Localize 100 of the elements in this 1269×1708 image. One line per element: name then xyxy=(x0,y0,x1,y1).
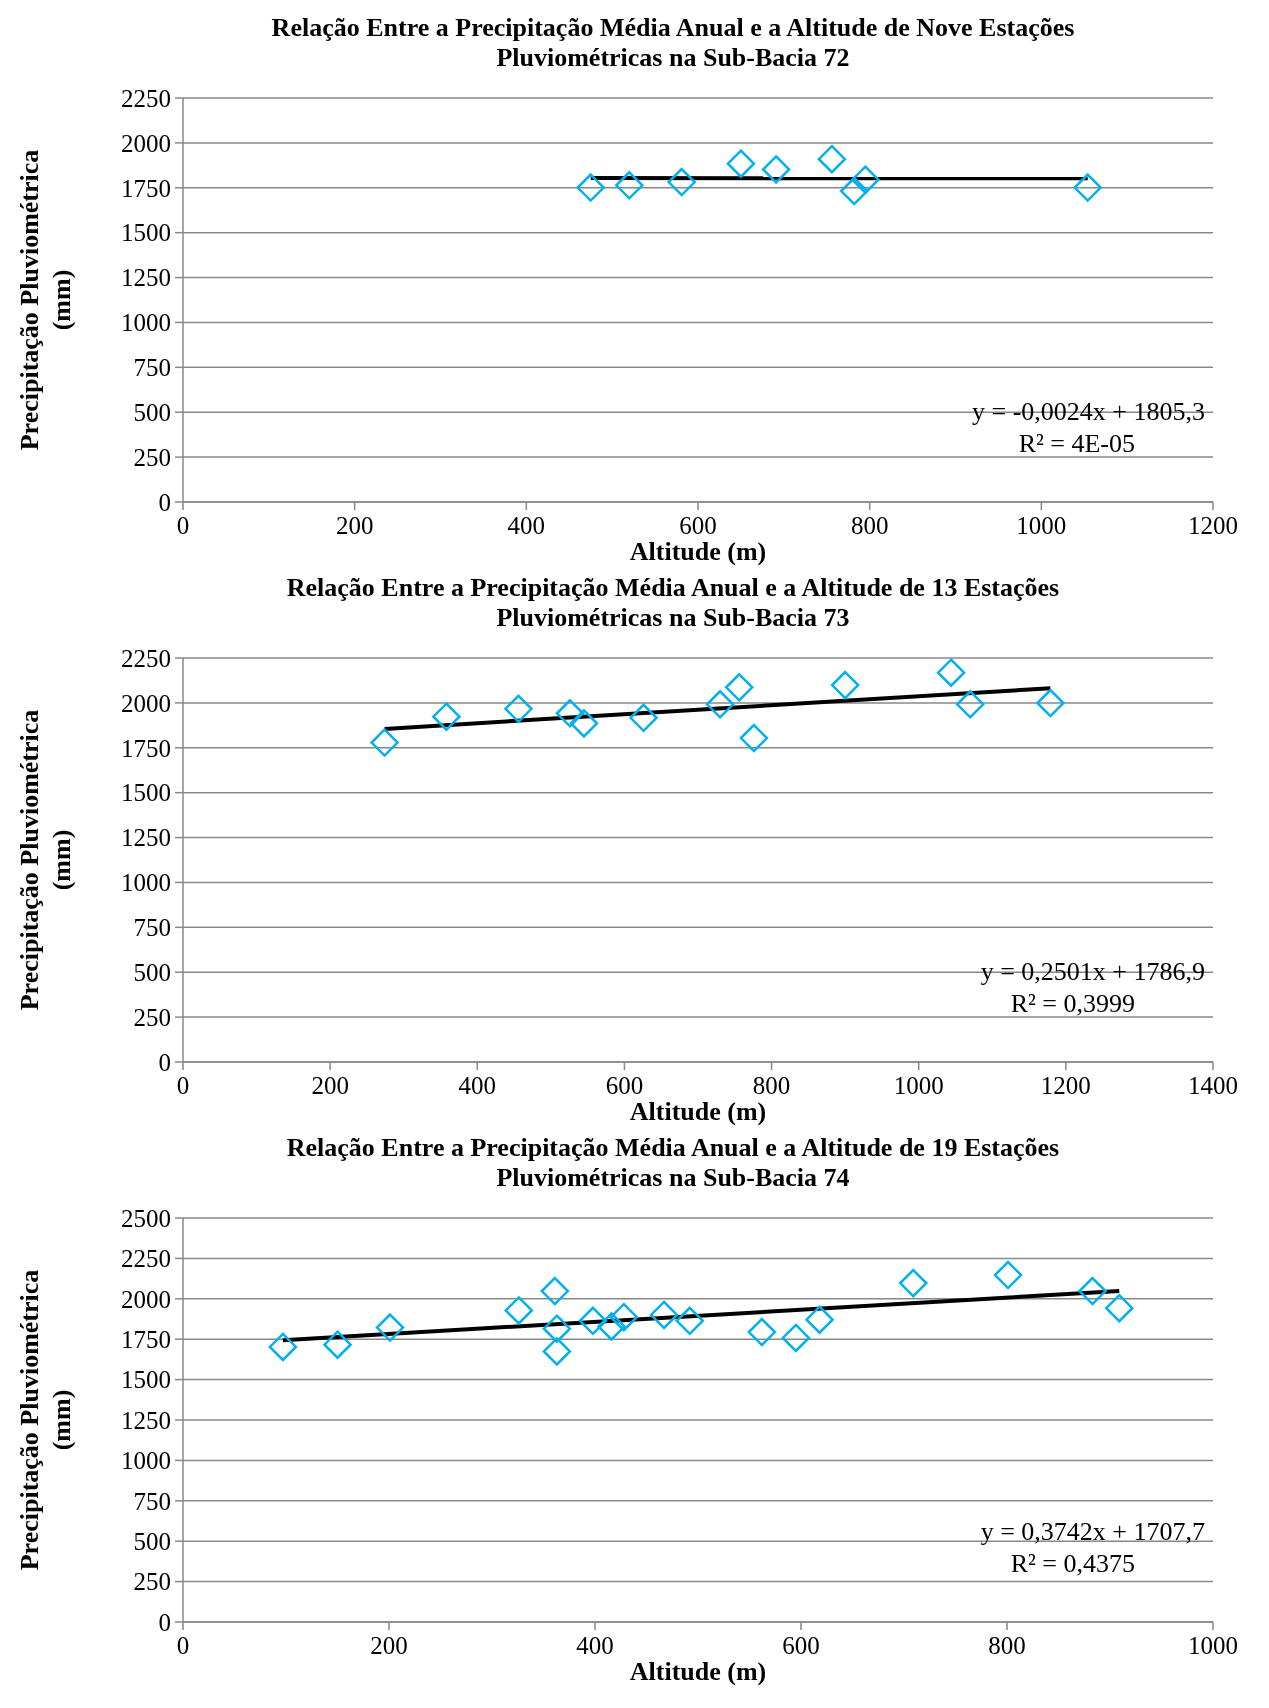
y-tick-label: 1000 xyxy=(121,1447,171,1475)
y-tick-label: 1250 xyxy=(121,1406,171,1434)
chart-title: Relação Entre a Precipitação Média Anual e a Altitude de Nove Estações Pluviométricas na Sub-Bacia 72 xyxy=(271,13,1075,72)
point xyxy=(504,1296,534,1325)
point xyxy=(609,1302,639,1332)
y-tick-label: 1500 xyxy=(121,1366,171,1394)
y-tick-label: 250 xyxy=(133,1568,171,1596)
x-tick-label: 1000 xyxy=(1188,1632,1238,1659)
x-tick-label: 0 xyxy=(176,1632,190,1659)
x-tick-label: 800 xyxy=(752,1072,791,1099)
point xyxy=(504,694,533,724)
y-tick-label: 750 xyxy=(133,354,171,382)
y-tick-label: 1000 xyxy=(121,309,171,337)
y-tick-label: 1750 xyxy=(121,174,171,202)
x-tick-label: 400 xyxy=(507,512,546,539)
y-tick-label: 750 xyxy=(133,1487,171,1515)
point xyxy=(649,1300,679,1330)
x-axis-title: Altitude (m) xyxy=(629,537,767,566)
point xyxy=(576,173,605,202)
point xyxy=(542,1337,572,1366)
point xyxy=(724,673,754,702)
x-tick-label: 600 xyxy=(679,512,717,539)
point xyxy=(781,1323,811,1353)
x-tick-label: 200 xyxy=(335,512,374,539)
x-tick-label: 400 xyxy=(576,1632,614,1659)
y-tick-label: 250 xyxy=(133,443,171,471)
annotation: R² = 0,3999 xyxy=(1010,989,1135,1018)
point xyxy=(323,1330,352,1359)
y-tick-label: 2250 xyxy=(121,644,171,672)
x-tick-label: 1000 xyxy=(1016,512,1067,539)
y-tick-label: 2250 xyxy=(121,84,171,112)
y-tick-label: 2000 xyxy=(121,689,171,717)
point xyxy=(761,155,791,184)
point xyxy=(993,1260,1023,1290)
point xyxy=(540,1276,570,1306)
x-tick-label: 1200 xyxy=(1188,512,1238,539)
x-tick-label: 600 xyxy=(605,1072,644,1099)
x-tick-label: 600 xyxy=(782,1632,820,1659)
y-tick-label: 1500 xyxy=(121,779,171,807)
point xyxy=(615,171,644,200)
point xyxy=(899,1268,928,1298)
y-axis-title: Precipitação Pluviométrica (mm) xyxy=(15,149,76,451)
x-tick-label: 1400 xyxy=(1188,1072,1238,1099)
x-tick-label: 200 xyxy=(311,1072,349,1099)
y-tick-label: 2000 xyxy=(121,1285,171,1313)
point xyxy=(1036,688,1065,718)
y-axis-title: Precipitação Pluviométrica (mm) xyxy=(15,709,76,1011)
point xyxy=(851,165,880,194)
y-tick-label: 0 xyxy=(158,488,171,516)
x-tick-label: 400 xyxy=(458,1072,497,1099)
point xyxy=(629,703,658,733)
point xyxy=(955,690,985,719)
point xyxy=(370,728,399,757)
annotation: R² = 0,4375 xyxy=(1010,1549,1135,1578)
y-tick-label: 2500 xyxy=(121,1204,171,1232)
point xyxy=(268,1332,298,1362)
point xyxy=(1073,173,1102,202)
point xyxy=(1105,1293,1134,1323)
x-tick-label: 800 xyxy=(850,512,889,539)
chart-title: Relação Entre a Precipitação Média Anual e a Altitude de 13 Estações Pluviométricas na Sub-Bacia 73 xyxy=(286,573,1060,632)
x-tick-label: 800 xyxy=(988,1632,1026,1659)
y-tick-label: 0 xyxy=(158,1608,171,1636)
point xyxy=(739,723,769,753)
y-tick-label: 500 xyxy=(133,398,171,426)
point xyxy=(675,1306,705,1336)
y-tick-label: 1750 xyxy=(121,734,171,762)
point xyxy=(830,670,860,700)
y-tick-label: 1000 xyxy=(121,869,171,897)
annotation: y = 0,2501x + 1786,9 xyxy=(980,957,1205,986)
point xyxy=(747,1317,777,1347)
point xyxy=(667,167,696,197)
y-tick-label: 250 xyxy=(133,1003,171,1031)
point xyxy=(1078,1276,1107,1306)
y-tick-label: 1250 xyxy=(121,264,171,292)
y-tick-label: 750 xyxy=(133,914,171,942)
chart-title: Relação Entre a Precipitação Média Anual e a Altitude de 19 Estações Pluviométricas na Sub-Bacia 74 xyxy=(286,1133,1060,1192)
point xyxy=(569,709,599,738)
point xyxy=(432,702,461,731)
y-tick-label: 0 xyxy=(158,1048,171,1076)
x-tick-label: 0 xyxy=(176,512,190,539)
point xyxy=(817,144,847,174)
y-tick-label: 500 xyxy=(133,958,171,986)
y-axis-title: Precipitação Pluviométrica (mm) xyxy=(15,1269,76,1571)
x-tick-label: 0 xyxy=(176,1072,190,1099)
annotation: y = -0,0024x + 1805,3 xyxy=(972,397,1205,426)
y-tick-label: 2250 xyxy=(121,1245,171,1273)
x-axis-title: Altitude (m) xyxy=(629,1097,767,1126)
point xyxy=(805,1305,834,1334)
y-tick-label: 1500 xyxy=(121,219,171,247)
point xyxy=(578,1306,608,1336)
x-tick-label: 1000 xyxy=(893,1072,944,1099)
y-tick-label: 500 xyxy=(133,1527,171,1555)
y-tick-label: 1750 xyxy=(121,1325,171,1353)
y-tick-label: 1250 xyxy=(121,824,171,852)
x-tick-label: 1200 xyxy=(1040,1072,1091,1099)
point xyxy=(936,658,966,687)
y-tick-label: 2000 xyxy=(121,129,171,157)
point xyxy=(726,149,756,178)
point xyxy=(375,1313,405,1342)
x-axis-title: Altitude (m) xyxy=(629,1657,767,1686)
